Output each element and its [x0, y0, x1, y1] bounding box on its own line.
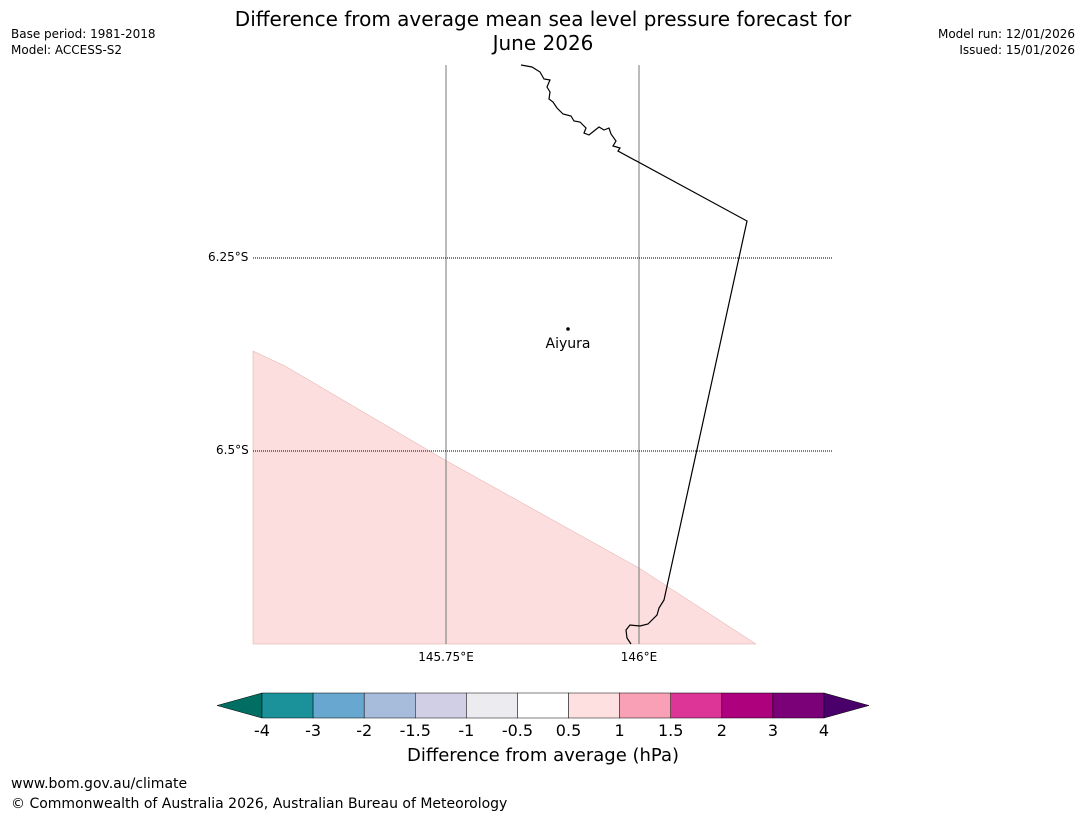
colorbar-tick-label: -3: [305, 721, 322, 740]
colorbar-tick-label: -1: [458, 721, 475, 740]
title-line-1: Difference from average mean sea level p…: [234, 7, 852, 31]
base-period-text: Base period: 1981-2018: [11, 27, 156, 41]
colorbar-tick-label: -0.5: [501, 721, 534, 740]
colorbar-tick-label: 1.5: [657, 721, 684, 740]
colorbar-tick-label: -2: [356, 721, 373, 740]
aiyura-marker: [566, 327, 570, 331]
metadata-left: Base period: 1981-2018 Model: ACCESS-S2: [11, 26, 156, 58]
colorbar-tick-label: -1.5: [399, 721, 431, 740]
model-text: Model: ACCESS-S2: [11, 43, 123, 57]
footer-url: www.bom.gov.au/climate: [11, 776, 188, 792]
positive-anomaly-region: [252, 350, 757, 645]
colorbar-tick-label: 4: [818, 721, 830, 740]
lat-label-6-25: 6.25°S: [208, 250, 249, 264]
model-run-text: Model run: 12/01/2026: [937, 27, 1075, 41]
title-line-2: June 2026: [492, 31, 594, 55]
colorbar-tick-label: 0.5: [555, 721, 582, 740]
colorbar-tick-label: 3: [767, 721, 778, 740]
lon-label-145-75: 145.75°E: [418, 650, 474, 664]
footer: www.bom.gov.au/climate © Commonwealth of…: [11, 774, 507, 814]
aiyura-label: Aiyura: [545, 336, 591, 352]
colorbar-label: Difference from average (hPa): [406, 745, 680, 766]
lon-label-146: 146°E: [620, 650, 658, 664]
lat-label-6-5: 6.5°S: [216, 443, 249, 457]
map-panel: [252, 64, 832, 645]
colorbar-tick-label: 1: [614, 721, 625, 740]
colorbar-tick-label: 2: [716, 721, 727, 740]
colorbar-tick-label: -4: [254, 721, 270, 740]
metadata-right: Model run: 12/01/2026 Issued: 15/01/2026: [938, 26, 1075, 58]
chart-title: Difference from average mean sea level p…: [150, 7, 936, 55]
footer-copyright: © Commonwealth of Australia 2026, Austra…: [11, 796, 508, 812]
province-border: [520, 64, 748, 645]
issued-text: Issued: 15/01/2026: [959, 43, 1075, 57]
